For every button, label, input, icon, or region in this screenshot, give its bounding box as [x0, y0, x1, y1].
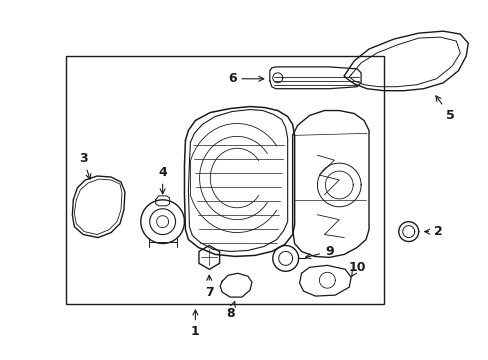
- Text: 10: 10: [347, 261, 365, 277]
- Text: 3: 3: [79, 152, 91, 179]
- Text: 6: 6: [227, 72, 263, 85]
- Text: 1: 1: [191, 310, 200, 338]
- Text: 8: 8: [225, 302, 235, 320]
- Text: 4: 4: [158, 166, 167, 194]
- Text: 7: 7: [204, 275, 213, 299]
- Text: 9: 9: [305, 245, 333, 258]
- Bar: [66, 56, 383, 304]
- Text: 5: 5: [435, 96, 454, 122]
- Text: 2: 2: [424, 225, 442, 238]
